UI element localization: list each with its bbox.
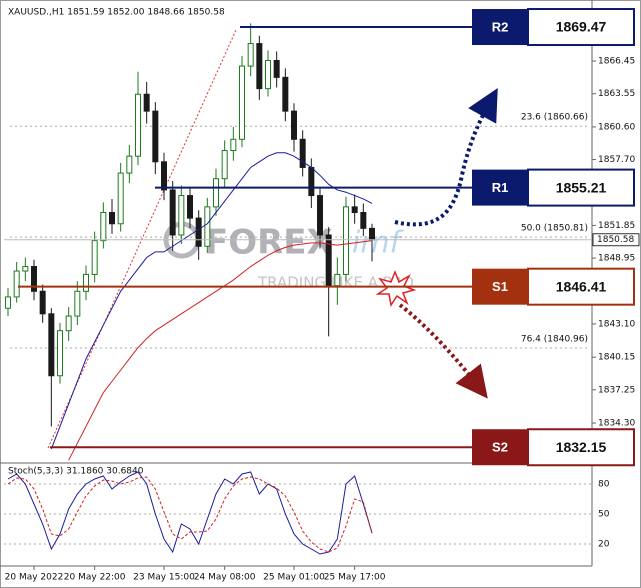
level-value-box	[527, 8, 635, 47]
fib-label: 50.0 (1850.81)	[521, 224, 588, 234]
y-tick-label: 1848.95	[598, 254, 635, 264]
x-tick-label: 23 May 15:00	[133, 573, 195, 583]
level-value: 1832.15	[556, 439, 607, 455]
candle-body	[343, 206, 349, 275]
candle-body	[291, 110, 297, 140]
watermark-suffix: imf	[352, 226, 405, 261]
candle-body	[187, 195, 193, 219]
candle-body	[74, 290, 81, 317]
candle-body	[204, 206, 211, 247]
candle-body	[152, 110, 159, 163]
y-tick-label: 1840.15	[598, 353, 635, 363]
candle-body	[135, 93, 141, 157]
fib-trend-line	[47, 29, 237, 449]
candle-body	[109, 211, 115, 225]
level-name: S2	[492, 440, 508, 455]
candle-body	[247, 43, 254, 67]
y-tick-label: 1851.85	[598, 221, 635, 231]
x-tick-label: 25 May 01:00	[263, 573, 325, 583]
y-tick-label: 1860.60	[598, 122, 635, 132]
down-arrow	[398, 303, 488, 399]
candle-body	[13, 270, 20, 298]
level-value-box	[527, 168, 635, 207]
x-tick-label: 25 May 17:00	[324, 573, 386, 583]
candle-body	[117, 172, 124, 225]
candle-body	[100, 211, 107, 242]
x-tick-label: 24 May 08:00	[194, 573, 256, 583]
candle-body	[256, 43, 263, 90]
moving-average	[68, 240, 373, 461]
candle-body	[317, 195, 323, 236]
y-tick-label: 80	[598, 480, 610, 490]
candle-body	[299, 138, 306, 168]
fib-label: 23.6 (1860.66)	[521, 113, 588, 123]
candle-body	[161, 161, 167, 191]
level-name-box	[472, 268, 528, 305]
x-tick-label: 20 May 2022	[5, 573, 64, 583]
level-value: 1855.21	[556, 179, 607, 195]
candle-body	[57, 330, 63, 377]
candle-body	[143, 93, 150, 112]
candle-body	[221, 150, 228, 180]
stoch-line	[7, 471, 373, 555]
candle-body	[195, 217, 202, 247]
moving-average	[50, 152, 373, 450]
last-price-box	[592, 233, 640, 247]
stoch-line	[7, 476, 373, 553]
candle-body	[39, 290, 46, 315]
level-value: 1869.47	[556, 19, 607, 35]
candle-body	[282, 76, 289, 112]
candle-body	[22, 266, 29, 272]
level-name-box	[472, 429, 528, 466]
y-tick-label: 1834.30	[598, 419, 635, 429]
level-value: 1846.41	[556, 278, 607, 294]
last-price-label: 1850.58	[597, 235, 634, 245]
candle-body	[31, 266, 37, 292]
level-name: S1	[492, 279, 508, 294]
candle-body	[178, 195, 185, 236]
x-tick-label: 20 May 22:00	[64, 573, 126, 583]
up-arrow	[394, 88, 498, 227]
level-name: R2	[492, 19, 509, 34]
stoch-title: Stoch(5,3,3) 31.1860 30.6840	[8, 467, 144, 477]
y-tick-label: 1857.70	[598, 155, 635, 165]
candle-body	[351, 206, 358, 213]
candle-body	[265, 59, 271, 90]
level-name-box	[472, 9, 528, 46]
level-value-box	[527, 428, 635, 467]
candle-body	[83, 273, 89, 292]
candle-body	[91, 240, 98, 275]
level-name: R1	[492, 180, 509, 195]
y-tick-label: 50	[598, 510, 610, 520]
level-name-box	[472, 169, 528, 206]
level-value-box	[527, 267, 635, 306]
candle-body	[369, 227, 375, 241]
candle-body	[126, 155, 133, 174]
y-tick-label: 1837.25	[598, 385, 635, 395]
candle-body	[48, 313, 55, 377]
candle-body	[273, 59, 280, 78]
candle-body	[213, 178, 219, 208]
candle-body	[65, 315, 72, 332]
candle-body	[239, 65, 245, 140]
candle-body	[360, 211, 367, 229]
candle-body	[5, 296, 11, 309]
y-tick-label: 1863.55	[598, 89, 635, 99]
candle-body	[169, 189, 176, 236]
break-burst	[375, 269, 417, 307]
candle-body	[230, 138, 237, 152]
y-tick-label: 20	[598, 540, 610, 550]
candle-body	[325, 234, 332, 287]
candle-body	[334, 273, 341, 287]
chart-title: XAUUSD.,H1 1851.59 1852.00 1848.66 1850.…	[8, 8, 225, 18]
fib-label: 76.4 (1840.96)	[521, 335, 588, 345]
y-tick-label: 1843.10	[598, 319, 635, 329]
candle-body	[308, 166, 315, 197]
y-tick-label: 1866.45	[598, 57, 635, 67]
